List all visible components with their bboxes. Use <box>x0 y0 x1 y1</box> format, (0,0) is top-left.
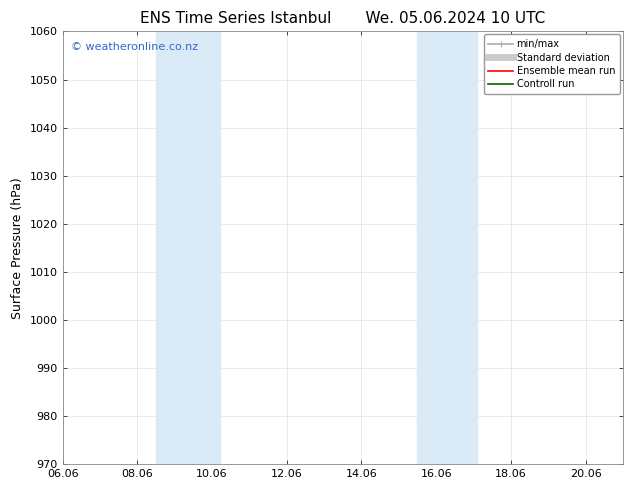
Bar <box>156 31 175 464</box>
Bar <box>417 31 436 464</box>
Title: ENS Time Series Istanbul       We. 05.06.2024 10 UTC: ENS Time Series Istanbul We. 05.06.2024 … <box>140 11 545 26</box>
Bar <box>175 31 219 464</box>
Text: © weatheronline.co.nz: © weatheronline.co.nz <box>71 42 198 52</box>
Bar <box>436 31 477 464</box>
Legend: min/max, Standard deviation, Ensemble mean run, Controll run: min/max, Standard deviation, Ensemble me… <box>484 34 620 94</box>
Y-axis label: Surface Pressure (hPa): Surface Pressure (hPa) <box>11 177 24 318</box>
